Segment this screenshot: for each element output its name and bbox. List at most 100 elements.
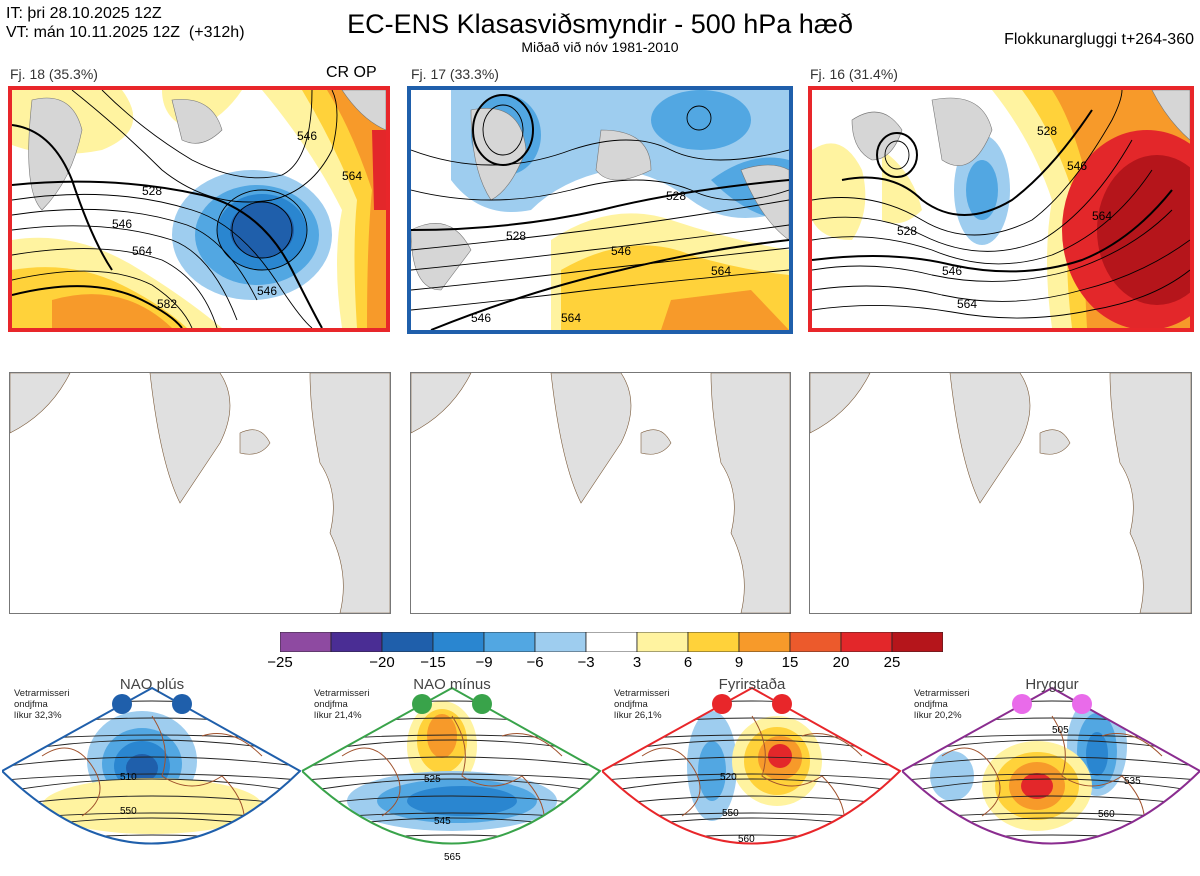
regime-border [300, 686, 602, 845]
regime-border [0, 686, 302, 845]
contour-label: 564 [342, 169, 362, 183]
regime-panel[interactable]: 510 550 NAO plús Vetrarmisseri ondjfma líku… [0, 676, 302, 871]
height-contour [602, 773, 900, 782]
regime-map: 505 535 560 [900, 686, 1200, 845]
contour-label: 564 [1092, 209, 1112, 223]
cluster-3-map[interactable]: 528 528 546 564 546 564 [808, 86, 1194, 332]
regime-map: 520 550 560 [600, 686, 902, 845]
regime-border [600, 686, 902, 845]
contour-label: 550 [120, 806, 137, 817]
contour-label: 560 [1098, 809, 1115, 820]
colorbar-tick-label: 6 [683, 654, 693, 671]
contour-label: 564 [132, 244, 152, 258]
regime-indicator-dot [712, 694, 732, 714]
colorbar-swatches [279, 631, 944, 653]
anomaly-shade [698, 741, 726, 801]
anomaly-shade [768, 744, 792, 768]
contour-label: 545 [434, 816, 451, 827]
contour-label: 510 [120, 772, 137, 783]
cluster-3-anomaly-chart: 528 528 546 564 546 564 [812, 90, 1190, 328]
contour-label: 535 [1124, 776, 1141, 787]
regime-indicator-dot [112, 694, 132, 714]
empty-map-2[interactable] [410, 372, 791, 614]
contour-label: 546 [1067, 159, 1087, 173]
contour-label: 546 [471, 311, 491, 325]
height-contour [902, 756, 1200, 769]
contour-label: 564 [561, 311, 581, 325]
colorbar-swatch [636, 631, 689, 653]
colorbar-swatch [789, 631, 842, 653]
height-contour [302, 756, 600, 769]
page-subtitle: Miðað við nóv 1981-2010 [521, 39, 679, 55]
height-contour [902, 773, 1200, 782]
contour-label: 546 [257, 284, 277, 298]
height-contour [602, 778, 900, 795]
colorbar-tick-label: −3 [577, 654, 595, 671]
cluster-2-anomaly-chart: 528 528 546 564 546 564 [411, 90, 789, 330]
colorbar-swatch [432, 631, 485, 653]
regime-indicator-dot [1072, 694, 1092, 714]
regime-panel[interactable]: 505 535 560 Hryggur Vetrarmisseri ondjfma lí… [900, 676, 1200, 871]
regime-map: 525 545 565 [300, 686, 602, 863]
base-map-3 [810, 373, 1191, 613]
regime-title: NAO plús [119, 676, 185, 693]
empty-map-1[interactable] [9, 372, 391, 614]
anomaly-shade [126, 754, 158, 782]
height-contour [2, 756, 300, 769]
cluster-2-map[interactable]: 528 528 546 564 546 564 [407, 86, 793, 334]
colorbar-swatch [279, 631, 332, 653]
colorbar-tick-label: −9 [475, 654, 493, 671]
colorbar-tick-label: 15 [781, 654, 799, 671]
anomaly-shade [930, 751, 974, 801]
contour-label: 525 [424, 774, 441, 785]
regime-indicator-dot [472, 694, 492, 714]
coastline [941, 715, 1163, 837]
cluster-1-map[interactable]: 528 546 564 546 582 546 564 [8, 86, 390, 332]
regime-frequency-note: Vetrarmisseri ondjfma líkur 32,3% [14, 688, 70, 721]
regime-indicator-dot [1012, 694, 1032, 714]
regime-panel[interactable]: 525 545 565 NAO mínus Vetrarmisseri ondjfma … [300, 676, 602, 871]
contour-label: 528 [897, 224, 917, 238]
classification-window: Flokkunargluggi t+264-360 [1004, 31, 1194, 48]
height-contour [302, 773, 600, 782]
regime-frequency-note: Vetrarmisseri ondjfma líkur 20,2% [914, 688, 970, 721]
regime-map: 510 550 [0, 686, 302, 845]
colorbar-swatch [381, 631, 434, 653]
colorbar-tick-label: 20 [832, 654, 850, 671]
contour-label: 528 [666, 189, 686, 203]
regime-border [900, 686, 1200, 845]
regime-frequency-note: Vetrarmisseri ondjfma líkur 26,1% [614, 688, 670, 721]
colorbar-swatch [738, 631, 791, 653]
contour-label: 546 [942, 264, 962, 278]
contour-label: 528 [1037, 124, 1057, 138]
regime-title: NAO mínus [413, 676, 491, 693]
contour-label: 528 [142, 184, 162, 198]
regime-indicator-dot [172, 694, 192, 714]
colorbar [279, 631, 944, 653]
colorbar-swatch [483, 631, 536, 653]
empty-map-3[interactable] [809, 372, 1192, 614]
height-contour [302, 778, 600, 795]
contour-label: 582 [157, 297, 177, 311]
height-contour [602, 756, 900, 769]
regime-title: Hryggur [1025, 676, 1079, 693]
contour-label: 546 [112, 217, 132, 231]
colorbar-swatch [840, 631, 893, 653]
colorbar-swatch [330, 631, 383, 653]
regime-indicator-dot [772, 694, 792, 714]
colorbar-tick-label: 9 [734, 654, 744, 671]
anomaly-shade [1086, 732, 1108, 776]
colorbar-swatch [687, 631, 740, 653]
base-map-2 [411, 373, 790, 613]
regime-title: Fyrirstaða [718, 676, 786, 693]
regime-indicator-dot [412, 694, 432, 714]
colorbar-tick-label: −20 [369, 654, 395, 671]
contour-label: 550 [722, 808, 739, 819]
regime-panel[interactable]: 520 550 560 Fyrirstaða Vetrarmisseri ondjfma… [600, 676, 902, 871]
cluster-1-anomaly-chart: 528 546 564 546 582 546 564 [12, 90, 386, 328]
height-contour [902, 778, 1200, 795]
cluster-1-tag: CR OP [326, 64, 377, 81]
anomaly-shade [1021, 773, 1053, 799]
page-title: EC-ENS Klasasviðsmyndir - 500 hPa hæð [347, 9, 853, 39]
base-map-1 [10, 373, 390, 613]
